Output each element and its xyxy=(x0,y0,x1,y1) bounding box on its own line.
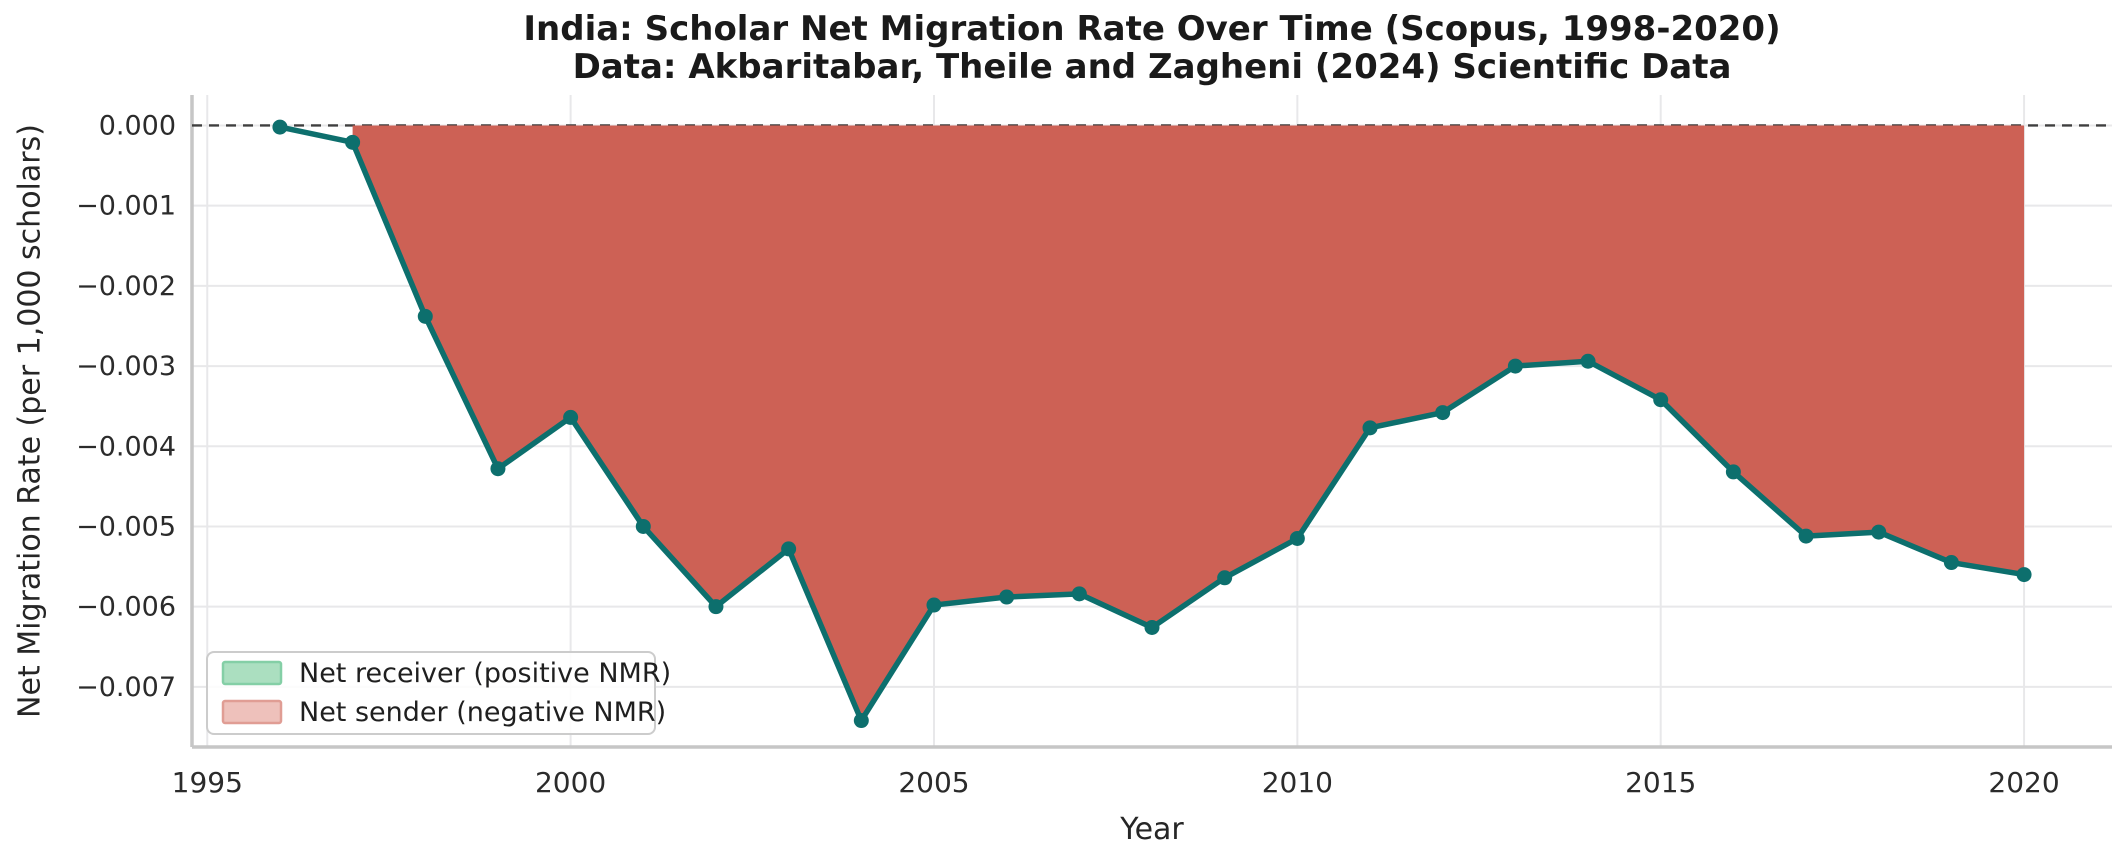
data-point-2015 xyxy=(1653,392,1669,408)
data-point-1999 xyxy=(490,461,506,477)
data-point-2013 xyxy=(1507,358,1523,374)
data-point-2018 xyxy=(1871,524,1887,540)
data-point-2017 xyxy=(1798,528,1814,544)
data-point-2000 xyxy=(563,409,579,425)
y-tick-label-4: −0.004 xyxy=(76,431,176,462)
data-point-2019 xyxy=(1943,555,1959,571)
x-tick-label-2015: 2015 xyxy=(1625,766,1696,799)
data-point-2006 xyxy=(999,589,1015,605)
y-tick-label-3: −0.003 xyxy=(76,351,176,382)
x-tick-label-2010: 2010 xyxy=(1262,766,1333,799)
y-axis-label: Net Migration Rate (per 1,000 scholars) xyxy=(12,124,48,718)
data-point-1998 xyxy=(417,308,433,324)
data-point-2014 xyxy=(1580,353,1596,369)
data-point-2008 xyxy=(1144,620,1160,636)
data-point-2020 xyxy=(2016,567,2032,583)
y-tick-label-7: −0.007 xyxy=(76,672,176,703)
data-point-2007 xyxy=(1071,586,1087,602)
legend-swatch-receiver xyxy=(221,660,283,686)
data-point-2003 xyxy=(781,541,797,557)
legend-label-receiver: Net receiver (positive NMR) xyxy=(299,658,671,689)
x-tick-label-2000: 2000 xyxy=(535,766,606,799)
x-tick-label-2020: 2020 xyxy=(1988,766,2059,799)
x-tick-label-1995: 1995 xyxy=(172,766,243,799)
data-point-2016 xyxy=(1725,464,1741,480)
data-point-2012 xyxy=(1435,405,1451,421)
net-sender-area-fill xyxy=(352,125,2025,721)
x-axis-label: Year xyxy=(1120,812,1184,847)
data-point-1997 xyxy=(345,134,361,150)
data-point-2002 xyxy=(708,599,724,615)
legend-label-sender: Net sender (negative NMR) xyxy=(299,697,666,728)
data-point-2001 xyxy=(635,518,651,534)
legend-swatch-sender xyxy=(221,699,283,725)
y-tick-label-6: −0.006 xyxy=(76,592,176,623)
data-point-2009 xyxy=(1217,570,1233,586)
data-point-2005 xyxy=(926,597,942,613)
y-tick-label-2: −0.002 xyxy=(76,271,176,302)
x-tick-label-2005: 2005 xyxy=(898,766,969,799)
data-point-2004 xyxy=(853,713,869,729)
data-point-2010 xyxy=(1289,530,1305,546)
data-point-1996 xyxy=(272,119,288,135)
y-tick-label-0: 0.000 xyxy=(99,110,176,141)
data-point-2011 xyxy=(1362,420,1378,436)
y-tick-label-1: −0.001 xyxy=(76,191,176,222)
y-tick-label-5: −0.005 xyxy=(76,511,176,542)
legend-box xyxy=(206,651,656,735)
